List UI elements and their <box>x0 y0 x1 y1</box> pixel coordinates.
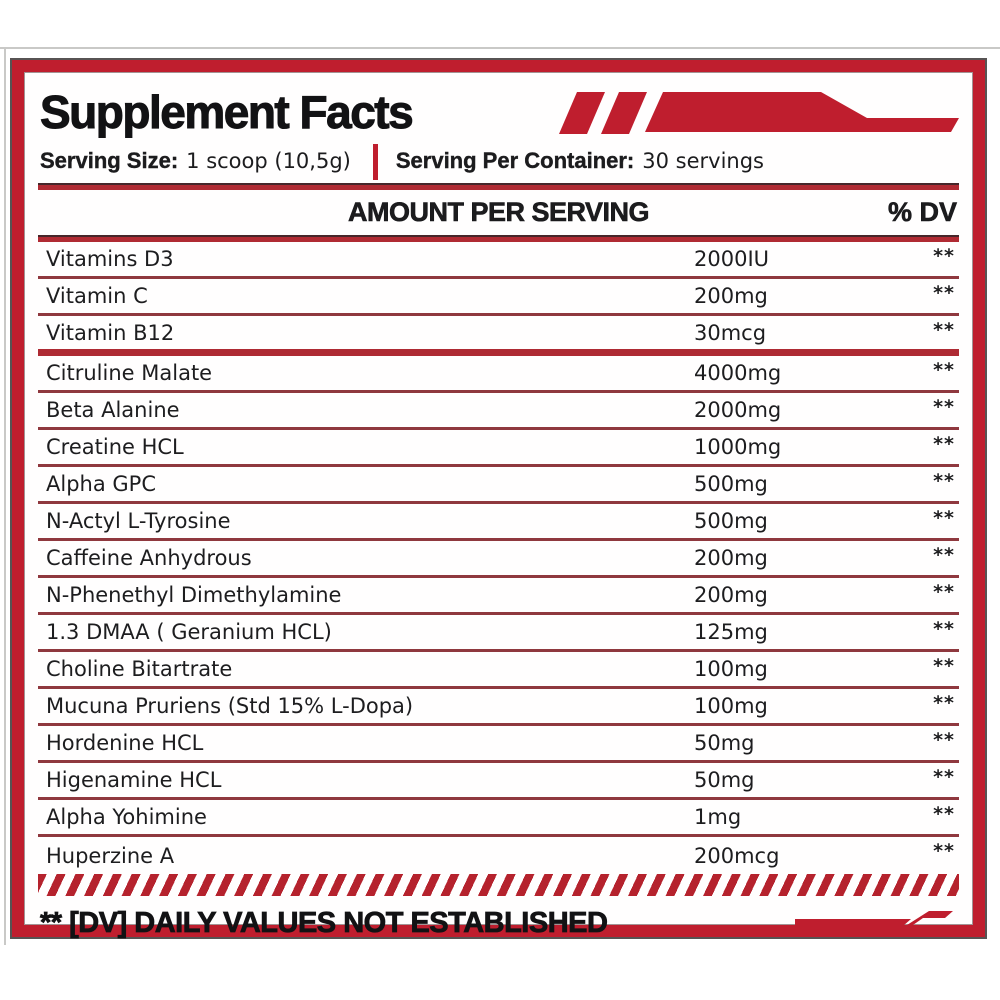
table-row: Alpha Yohimine 1mg ** <box>38 800 959 837</box>
table-row: Vitamin B12 30mcg ** <box>38 316 959 356</box>
table-row: Alpha GPC 500mg ** <box>38 467 959 504</box>
table-row: Choline Bitartrate 100mg ** <box>38 652 959 689</box>
ingredient-dv: ** <box>933 655 955 677</box>
table-row: 1.3 DMAA ( Geranium HCL) 125mg ** <box>38 615 959 652</box>
ingredient-amount: 100mg <box>694 694 768 718</box>
ingredient-amount: 30mcg <box>694 320 767 345</box>
table-row: N-Actyl L-Tyrosine 500mg ** <box>38 504 959 541</box>
card-top-edge <box>0 47 1000 49</box>
ingredient-name: Vitamin C <box>46 284 148 308</box>
title-row: Supplement Facts <box>38 84 959 140</box>
ingredient-name: Choline Bitartrate <box>46 657 233 681</box>
ingredient-dv: ** <box>933 282 955 304</box>
card-left-edge <box>4 48 6 945</box>
ingredient-name: Alpha Yohimine <box>46 805 207 829</box>
ingredient-amount: 200mg <box>694 546 768 570</box>
ingredient-name: 1.3 DMAA ( Geranium HCL) <box>46 620 332 644</box>
ingredient-dv: ** <box>933 618 955 640</box>
ingredient-name: Citruline Malate <box>46 361 213 385</box>
table-row: Caffeine Anhydrous 200mg ** <box>38 541 959 578</box>
ingredient-dv: ** <box>933 396 955 418</box>
supplement-facts-panel: Supplement Facts Serving Size: 1 scoop (… <box>12 60 985 939</box>
ingredient-dv: ** <box>933 433 955 455</box>
ingredient-dv: ** <box>933 245 955 267</box>
ingredient-amount: 50mg <box>694 768 755 792</box>
table-row: Hordenine HCL 50mg ** <box>38 726 959 763</box>
ingredient-dv: ** <box>933 507 955 529</box>
diagonal-hatch-band <box>38 874 959 896</box>
table-row: Creatine HCL 1000mg ** <box>38 430 959 467</box>
ingredient-name: N-Phenethyl Dimethylamine <box>46 583 342 607</box>
ingredient-dv: ** <box>933 692 955 714</box>
ingredient-dv: ** <box>933 319 955 341</box>
servings-per-container-label: Serving Per Container: <box>395 148 635 173</box>
ingredient-name: Higenamine HCL <box>46 768 222 792</box>
ingredient-amount: 2000mg <box>694 398 782 422</box>
table-row: N-Phenethyl Dimethylamine 200mg ** <box>38 578 959 615</box>
header-rule <box>38 235 959 242</box>
ingredient-dv: ** <box>933 766 955 788</box>
ingredient-dv: ** <box>933 803 955 825</box>
ingredient-dv: ** <box>933 544 955 566</box>
ingredient-amount: 125mg <box>694 620 768 644</box>
daily-values-footnote: ** [DV] DAILY VALUES NOT ESTABLISHED <box>40 906 609 939</box>
ingredient-amount: 200mg <box>694 583 768 607</box>
ingredient-name: Creatine HCL <box>46 435 184 459</box>
serving-rule <box>38 183 959 190</box>
serving-size-value: 1 scoop (10,5g) <box>186 149 351 173</box>
ingredient-name: Vitamin B12 <box>46 320 175 345</box>
serving-divider <box>372 144 378 180</box>
ingredient-name: Hordenine HCL <box>46 731 204 755</box>
ingredient-name: Vitamins D3 <box>46 247 174 271</box>
table-header: AMOUNT PER SERVING % DV <box>38 190 959 235</box>
percent-dv-header: % DV <box>887 197 958 228</box>
ingredient-amount: 1mg <box>694 805 742 829</box>
ingredient-amount: 500mg <box>694 509 768 533</box>
ingredient-dv: ** <box>933 470 955 492</box>
table-row: Vitamins D3 2000IU ** <box>38 242 959 279</box>
stepped-bar-icon <box>703 911 953 933</box>
table-row: Higenamine HCL 50mg ** <box>38 763 959 800</box>
ingredient-amount: 2000IU <box>694 247 770 271</box>
ingredient-amount: 500mg <box>694 472 768 496</box>
ingredient-name: Caffeine Anhydrous <box>46 546 252 570</box>
ingredient-name: N-Actyl L-Tyrosine <box>46 509 231 533</box>
ingredient-name: Huperzine A <box>46 843 175 868</box>
amount-per-serving-header: AMOUNT PER SERVING <box>347 197 650 228</box>
ingredient-name: Beta Alanine <box>46 398 180 422</box>
ingredient-dv: ** <box>933 581 955 603</box>
ingredient-amount: 4000mg <box>694 361 782 385</box>
serving-size-label: Serving Size: <box>40 148 179 173</box>
ingredient-dv: ** <box>933 840 955 862</box>
ingredient-amount: 100mg <box>694 657 768 681</box>
panel-content: Supplement Facts Serving Size: 1 scoop (… <box>24 72 973 939</box>
servings-per-container-value: 30 servings <box>642 149 764 173</box>
ingredient-amount: 1000mg <box>694 435 782 459</box>
table-row: Mucuna Pruriens (Std 15% L-Dopa) 100mg *… <box>38 689 959 726</box>
ingredient-name: Mucuna Pruriens (Std 15% L-Dopa) <box>46 694 414 718</box>
ingredient-amount: 200mg <box>694 284 768 308</box>
ingredient-amount: 50mg <box>694 731 755 755</box>
table-row: Huperzine A 200mcg ** <box>38 837 959 874</box>
ingredient-dv: ** <box>933 729 955 751</box>
table-row: Beta Alanine 2000mg ** <box>38 393 959 430</box>
table-row: Vitamin C 200mg ** <box>38 279 959 316</box>
diagonal-stripes-bar-icon <box>559 92 959 134</box>
serving-info-row: Serving Size: 1 scoop (10,5g) Serving Pe… <box>38 142 959 180</box>
ingredient-dv: ** <box>933 359 955 381</box>
table-row: Citruline Malate 4000mg ** <box>38 356 959 393</box>
facts-table-body: Vitamins D3 2000IU ** Vitamin C 200mg **… <box>38 242 959 874</box>
ingredient-amount: 200mcg <box>694 843 780 868</box>
ingredient-name: Alpha GPC <box>46 472 156 496</box>
footer-row: ** [DV] DAILY VALUES NOT ESTABLISHED <box>38 900 959 946</box>
panel-title: Supplement Facts <box>39 86 414 139</box>
